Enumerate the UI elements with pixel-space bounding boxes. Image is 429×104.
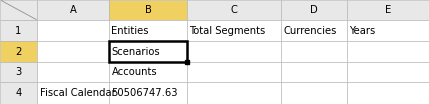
Text: 50506747.63: 50506747.63 [112, 88, 178, 98]
Bar [109, 82, 187, 104]
Bar [281, 20, 347, 41]
Text: D: D [310, 5, 318, 15]
Bar [281, 41, 347, 62]
Bar [187, 82, 281, 104]
Text: Currencies: Currencies [284, 25, 337, 35]
Text: E: E [385, 5, 391, 15]
Bar [109, 20, 187, 41]
Text: A: A [69, 5, 76, 15]
Bar [109, 41, 187, 62]
Text: Accounts: Accounts [112, 67, 157, 77]
Bar [37, 41, 109, 62]
Bar [0, 20, 37, 41]
Bar [347, 41, 429, 62]
Bar [281, 62, 347, 82]
Text: B: B [145, 5, 151, 15]
Bar [347, 20, 429, 41]
Bar [187, 0, 281, 20]
Bar [0, 82, 37, 104]
Bar [187, 62, 281, 82]
Text: 2: 2 [15, 46, 22, 56]
Text: C: C [230, 5, 237, 15]
Bar [0, 41, 37, 62]
Text: Fiscal Calendar: Fiscal Calendar [39, 88, 115, 98]
Bar [0, 62, 37, 82]
Text: Entities: Entities [112, 25, 149, 35]
Text: Scenarios: Scenarios [112, 46, 160, 56]
Text: 4: 4 [15, 88, 21, 98]
Bar [187, 20, 281, 41]
Text: Years: Years [350, 25, 376, 35]
Bar [109, 0, 187, 20]
Bar [109, 41, 187, 62]
Bar [347, 82, 429, 104]
Bar [281, 82, 347, 104]
Bar [37, 62, 109, 82]
Text: 3: 3 [15, 67, 21, 77]
Bar [37, 82, 109, 104]
Bar [347, 0, 429, 20]
Bar [187, 41, 281, 62]
Bar [109, 62, 187, 82]
Bar [281, 0, 347, 20]
Text: 1: 1 [15, 25, 22, 35]
Bar [0, 0, 37, 20]
Bar [37, 20, 109, 41]
Bar [347, 62, 429, 82]
Bar [37, 0, 109, 20]
Text: Total Segments: Total Segments [190, 25, 266, 35]
